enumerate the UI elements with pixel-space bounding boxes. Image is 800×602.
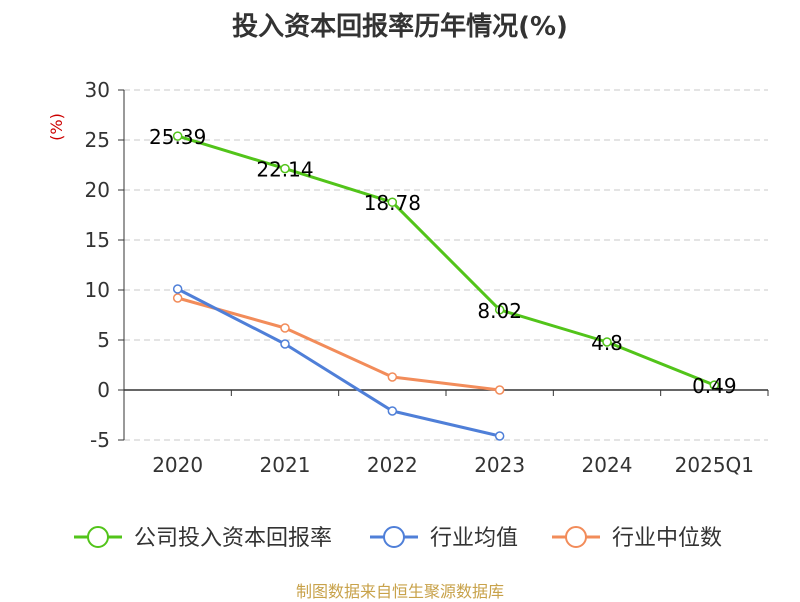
- x-tick-label: 2025Q1: [675, 453, 754, 477]
- legend-label: 行业均值: [430, 526, 518, 551]
- data-point: [494, 305, 505, 315]
- data-label: 4.8: [591, 331, 623, 355]
- data-label: 0.49: [692, 374, 737, 398]
- legend-marker: [565, 526, 587, 548]
- series-0: [172, 131, 720, 390]
- data-point: [280, 339, 290, 349]
- data-labels: 25.39 22.14 18.78 8.02 4.8 0.49: [149, 125, 737, 398]
- source-note: 制图数据来自恒生聚源数据库: [295, 582, 504, 601]
- data-point: [709, 380, 720, 390]
- y-tick-label: 25: [85, 128, 110, 152]
- data-label: 8.02: [477, 299, 522, 323]
- data-point: [280, 323, 290, 333]
- y-tick-label: 5: [97, 328, 110, 352]
- data-point: [387, 406, 398, 416]
- x-tick-label: 2022: [367, 453, 418, 477]
- series-line: [176, 287, 501, 438]
- y-tick-label: 0: [97, 378, 110, 402]
- gridlines: [124, 89, 768, 441]
- legend-item-0: 公司投入资本回报率: [74, 526, 332, 551]
- x-tick-label: 2020: [152, 453, 203, 477]
- data-label: 25.39: [149, 125, 206, 149]
- data-point: [602, 337, 612, 347]
- legend-item-1: 行业均值: [370, 526, 518, 551]
- series-2: [172, 293, 505, 395]
- data-point: [494, 385, 505, 395]
- data-label: 22.14: [256, 158, 313, 182]
- data-point: [280, 163, 290, 174]
- x-tick-label: 2024: [582, 453, 633, 477]
- data-point: [494, 431, 505, 441]
- y-tick-label: 30: [85, 78, 110, 102]
- y-tick-label: 10: [85, 278, 110, 302]
- x-tick-label: 2021: [260, 453, 311, 477]
- legend: 公司投入资本回报率 行业均值 行业中位数: [74, 526, 722, 551]
- y-tick-label: -5: [90, 428, 110, 452]
- y-tick-label: 15: [85, 228, 110, 252]
- axes: -5 0 5 10 15 20 25 30 2020 2021 2022 2023 2024 2025Q1: [85, 78, 769, 477]
- data-label: 18.78: [364, 191, 421, 215]
- x-tick-label: 2023: [474, 453, 525, 477]
- legend-marker: [87, 526, 109, 548]
- data-point: [172, 131, 183, 141]
- series: [172, 131, 720, 441]
- y-tick-label: 20: [85, 178, 110, 202]
- data-point: [387, 372, 398, 382]
- y-axis-label: (%): [47, 113, 66, 141]
- data-point: [172, 293, 183, 303]
- series-1: [172, 284, 505, 441]
- legend-label: 行业中位数: [612, 526, 722, 551]
- series-line: [177, 296, 500, 392]
- data-point: [172, 284, 183, 294]
- data-point: [387, 197, 398, 207]
- series-line: [177, 134, 715, 387]
- chart-title: 投入资本回报率历年情况(%): [232, 12, 568, 42]
- legend-label: 公司投入资本回报率: [134, 526, 332, 551]
- legend-marker: [383, 526, 405, 548]
- legend-item-2: 行业中位数: [552, 526, 722, 551]
